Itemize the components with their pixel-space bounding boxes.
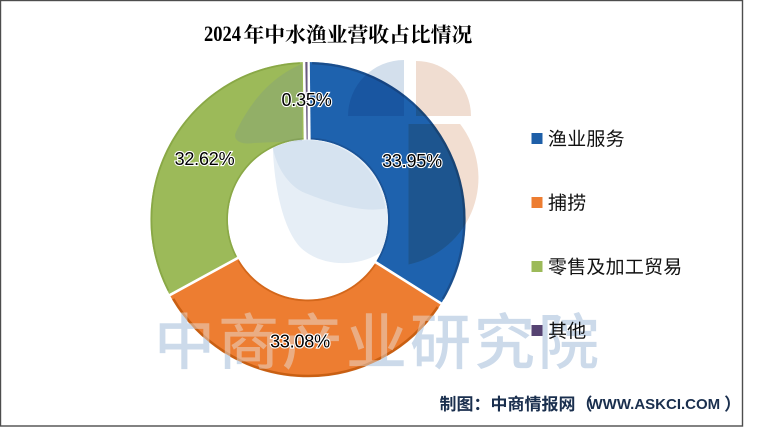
svg-text:2024: 2024	[204, 21, 241, 46]
svg-text:33.08%: 33.08%	[270, 332, 330, 352]
svg-text:32.62%: 32.62%	[175, 149, 235, 169]
svg-text:WWW.ASKCI.COM: WWW.ASKCI.COM	[589, 396, 721, 413]
svg-text:33.95%: 33.95%	[382, 151, 442, 171]
svg-text:0.35%: 0.35%	[281, 90, 331, 110]
